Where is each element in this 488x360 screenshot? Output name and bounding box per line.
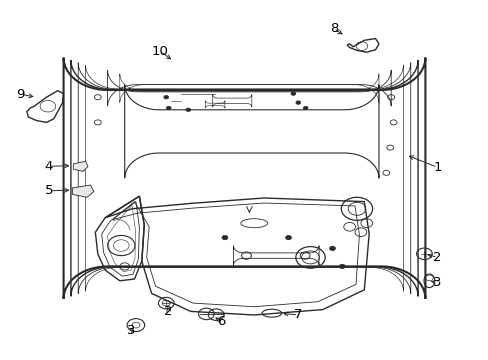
Circle shape	[295, 101, 300, 104]
Circle shape	[285, 235, 291, 240]
Circle shape	[303, 106, 307, 110]
Text: 7: 7	[293, 309, 302, 321]
Text: 3: 3	[126, 324, 135, 337]
Circle shape	[166, 106, 171, 110]
Text: 1: 1	[432, 161, 441, 174]
Text: 4: 4	[44, 160, 53, 173]
Text: 10: 10	[152, 45, 168, 58]
Polygon shape	[73, 161, 88, 171]
Text: 2: 2	[432, 251, 441, 264]
Text: 8: 8	[329, 22, 338, 35]
Text: 2: 2	[164, 305, 173, 318]
Polygon shape	[72, 185, 94, 197]
Circle shape	[163, 95, 168, 99]
Circle shape	[339, 264, 345, 269]
Circle shape	[290, 92, 295, 95]
Text: 3: 3	[432, 276, 441, 289]
Text: 6: 6	[216, 315, 225, 328]
Text: 9: 9	[16, 88, 25, 101]
Text: 5: 5	[44, 184, 53, 197]
Circle shape	[222, 235, 227, 240]
Circle shape	[185, 108, 190, 112]
Circle shape	[329, 246, 335, 251]
